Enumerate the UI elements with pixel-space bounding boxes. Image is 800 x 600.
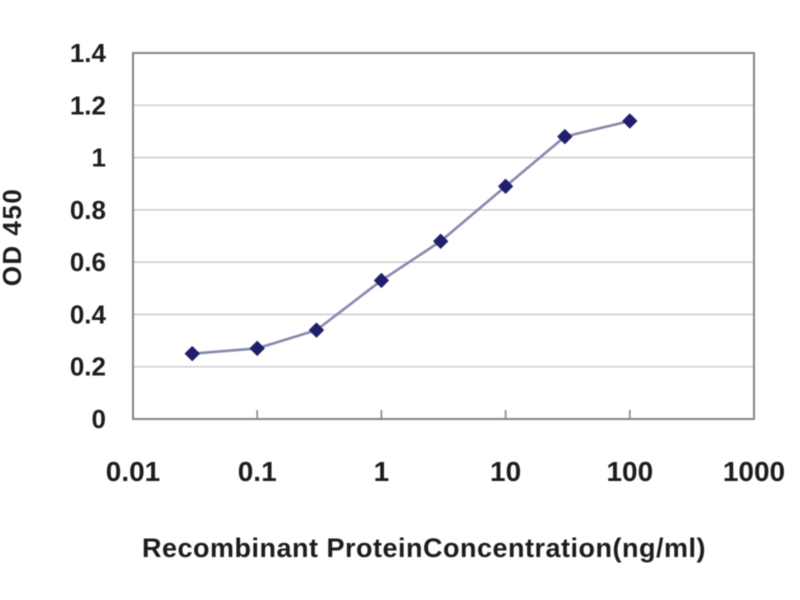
- tick-labels: 0.01 0.1 1 10 100 1000 0 0.2 0.4 0.6 0.8 1 1.2 1.4: [70, 38, 785, 487]
- x-tick-label: 1: [374, 456, 390, 487]
- y-tick-label: 1.4: [70, 38, 107, 68]
- series-line: [192, 119, 631, 355]
- y-tick-label: 0.2: [70, 352, 106, 382]
- data-point-marker: [373, 272, 389, 288]
- x-tick-label: 0.01: [106, 456, 161, 487]
- y-axis-title: OD 450: [0, 188, 27, 287]
- data-point-marker: [249, 340, 265, 356]
- plot-frame: [132, 52, 755, 420]
- data-point-marker: [557, 129, 573, 145]
- y-tick-label: 1.2: [70, 90, 106, 120]
- y-tick-label: 0: [92, 404, 106, 434]
- data-point-marker: [308, 322, 324, 338]
- x-tick-label: 10: [490, 456, 521, 487]
- y-tick-label: 0.6: [70, 247, 106, 277]
- data-point-marker: [184, 346, 200, 362]
- gridlines: [133, 104, 754, 368]
- x-tick-label: 100: [606, 456, 653, 487]
- data-point-marker: [622, 113, 638, 129]
- axes: [132, 52, 755, 420]
- data-point-marker: [498, 178, 514, 194]
- data-series: [184, 113, 638, 362]
- x-tick-label: 1000: [723, 456, 785, 487]
- x-tick-label: 0.1: [238, 456, 277, 487]
- y-tick-label: 0.4: [70, 299, 107, 329]
- y-tick-label: 0.8: [70, 195, 106, 225]
- y-tick-label: 1: [92, 143, 106, 173]
- x-axis-title: Recombinant ProteinConcentration(ng/ml): [142, 533, 706, 563]
- data-point-marker: [433, 233, 449, 249]
